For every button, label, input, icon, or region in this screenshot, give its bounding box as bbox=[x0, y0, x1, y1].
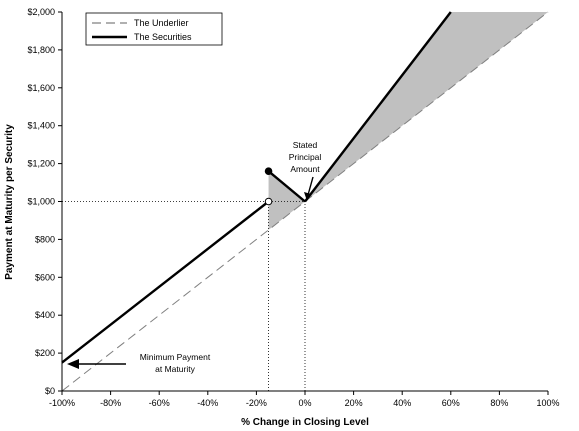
legend: The Underlier The Securities bbox=[85, 12, 223, 46]
y-tick-label: $1,800 bbox=[27, 45, 55, 55]
x-tick-label: 40% bbox=[393, 398, 411, 408]
x-tick-label: -60% bbox=[149, 398, 170, 408]
markers bbox=[264, 167, 273, 206]
x-tick-label: -100% bbox=[49, 398, 75, 408]
y-tick-label: $1,400 bbox=[27, 121, 55, 131]
annotation-line: at Maturity bbox=[155, 364, 195, 374]
y-tick-label: $800 bbox=[35, 234, 55, 244]
x-tick-label: -40% bbox=[197, 398, 218, 408]
marker-filled bbox=[264, 167, 273, 175]
annotation-line: Minimum Payment bbox=[140, 352, 211, 362]
x-tick-label: 20% bbox=[345, 398, 363, 408]
series-line-securities-segment-1 bbox=[267, 170, 306, 203]
y-tick-label: $200 bbox=[35, 348, 55, 358]
series-line-securities-segment-2 bbox=[304, 11, 452, 203]
y-tick-label: $0 bbox=[45, 386, 55, 396]
x-axis-title: % Change in Closing Level bbox=[241, 417, 369, 428]
x-tick-label: -80% bbox=[100, 398, 121, 408]
x-tick-label: 0% bbox=[298, 398, 311, 408]
annotation-arrow-shaft bbox=[307, 176, 314, 196]
x-tick-label: 60% bbox=[442, 398, 460, 408]
y-tick-label: $1,000 bbox=[27, 197, 55, 207]
x-tick-label: -20% bbox=[246, 398, 267, 408]
x-tick-label: 80% bbox=[490, 398, 508, 408]
annotation-line: Stated bbox=[293, 140, 318, 150]
axes: $0 $200 $400 $600 $800 $1,000 $1,200 $1,400 $1,6… bbox=[27, 7, 559, 408]
annotation-line: Amount bbox=[290, 164, 320, 174]
y-axis-title: Payment at Maturity per Security bbox=[4, 124, 15, 280]
marker-open bbox=[264, 197, 273, 206]
annotation-line: Principal bbox=[289, 152, 322, 162]
y-tick-label: $600 bbox=[35, 272, 55, 282]
x-tick-label: 100% bbox=[536, 398, 559, 408]
y-tick-label: $400 bbox=[35, 310, 55, 320]
legend-label-underlier: The Underlier bbox=[134, 18, 189, 28]
y-tick-label: $2,000 bbox=[27, 7, 55, 17]
legend-label-securities: The Securities bbox=[134, 32, 192, 42]
annotation-arrowhead bbox=[304, 192, 311, 201]
annotation-stated-principal: Stated Principal Amount bbox=[289, 140, 322, 201]
annotation-minimum-payment: Minimum Payment at Maturity bbox=[67, 352, 211, 374]
series-lines bbox=[61, 11, 549, 392]
y-tick-label: $1,200 bbox=[27, 159, 55, 169]
series-line-securities-segment-0 bbox=[61, 200, 270, 364]
y-tick-label: $1,600 bbox=[27, 83, 55, 93]
annotation-arrowhead bbox=[67, 359, 79, 369]
legend-box bbox=[85, 12, 223, 46]
